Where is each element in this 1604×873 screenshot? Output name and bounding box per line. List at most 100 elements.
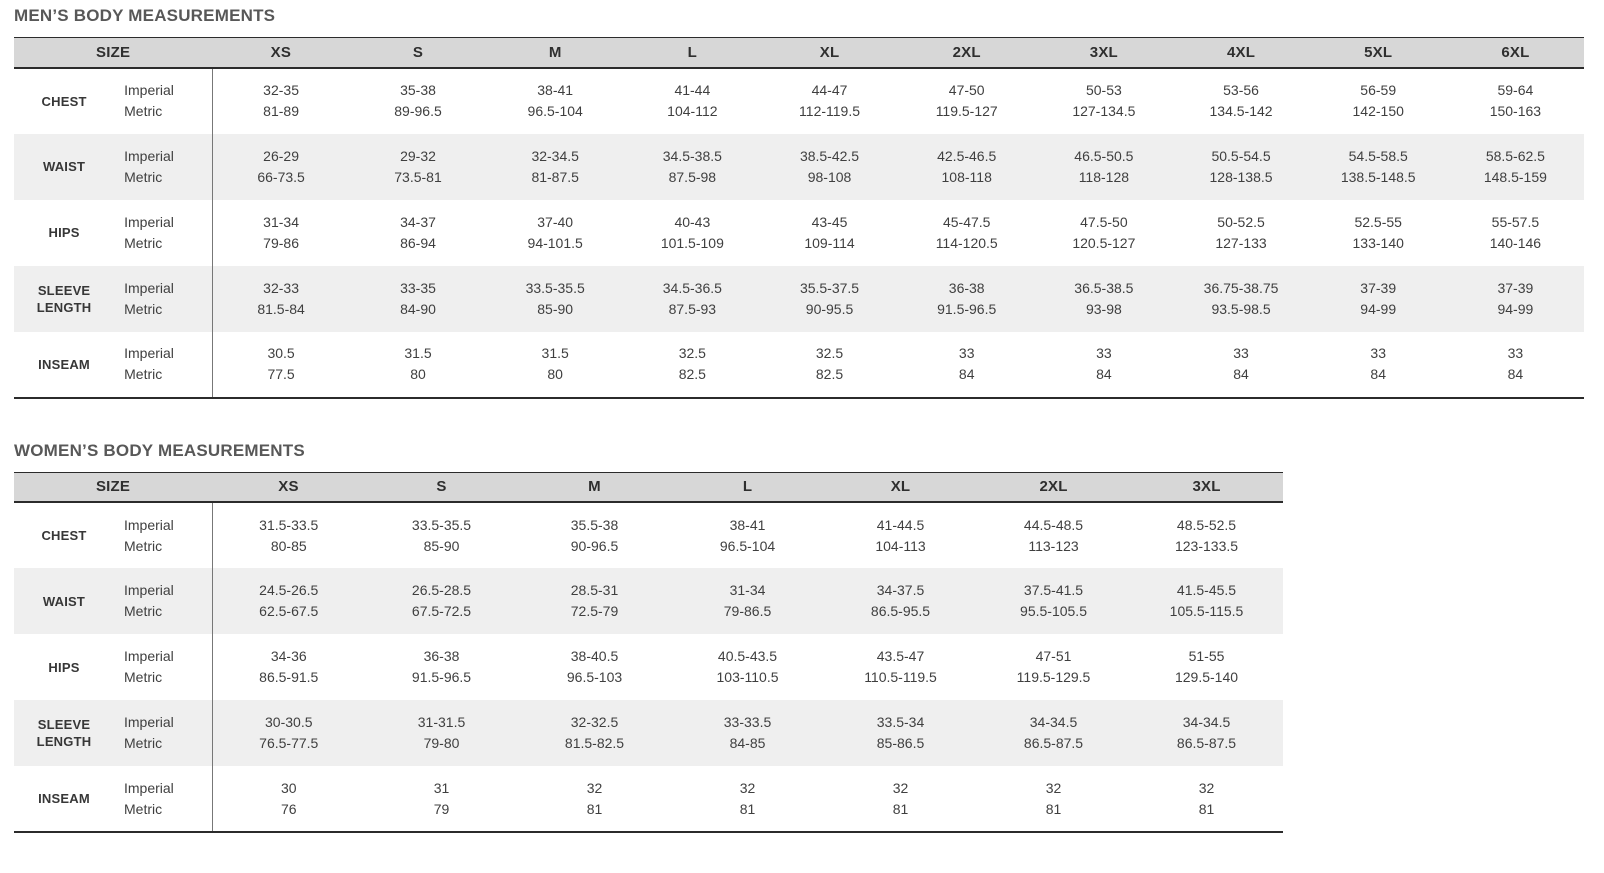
metric-value: 86.5-87.5 — [1023, 735, 1084, 751]
imperial-value: 26-29 — [263, 147, 299, 164]
imperial-value: 46.5-50.5 — [1074, 147, 1134, 164]
imperial-value: 43.5-47 — [876, 648, 925, 664]
metric-value: 138.5-148.5 — [1340, 168, 1416, 185]
imperial-value: 32.5 — [678, 345, 706, 361]
imperial-value: 33.5-34 — [876, 714, 925, 730]
value-cell-chest-4xl: 53-56 134.5-142 — [1172, 68, 1309, 134]
metric-value: 85-90 — [423, 537, 460, 554]
metric-value: 84 — [1096, 366, 1112, 382]
metric-value: 94-99 — [1497, 300, 1534, 317]
value-cell-waist-xs: 24.5-26.5 62.5-67.5 — [212, 568, 365, 634]
value-cell-inseam-l: 32.5 82.5 — [624, 332, 761, 398]
size-header-3xl: 3XL — [1192, 478, 1221, 496]
value-cell-sleeve-length-xs: 32-33 81.5-84 — [212, 266, 349, 332]
imperial-value: 35.5-37.5 — [799, 279, 860, 296]
value-cell-sleeve-length-3xl: 34-34.5 86.5-87.5 — [1130, 700, 1283, 766]
imperial-value: 35.5-38 — [570, 516, 619, 533]
metric-value: 104-113 — [875, 537, 926, 554]
table-row-sleeve-length: SLEEVE LENGTH Imperial Metric 30-30.5 76.5-7… — [14, 700, 1284, 766]
value-cell-inseam-xs: 30 76 — [212, 766, 365, 832]
size-header-s: S — [436, 478, 447, 496]
metric-value: 84-90 — [400, 300, 436, 317]
unit-imperial-label: Imperial — [124, 714, 174, 730]
value-cell-inseam-s: 31 79 — [365, 766, 518, 832]
unit-imperial-label: Imperial — [124, 213, 174, 230]
size-header-6xl: 6XL — [1501, 43, 1530, 61]
metric-value: 112-119.5 — [799, 103, 861, 119]
imperial-value: 31-31.5 — [417, 714, 466, 730]
value-cell-sleeve-length-3xl: 36.5-38.5 93-98 — [1035, 266, 1172, 332]
imperial-value: 32 — [739, 779, 756, 796]
measurement-label-inseam: INSEAM — [38, 356, 90, 372]
imperial-value: 24.5-26.5 — [259, 582, 319, 598]
measurement-label-waist: WAIST — [42, 593, 86, 609]
value-cell-inseam-l: 32 81 — [671, 766, 824, 832]
value-cell-hips-xl: 43.5-47 110.5-119.5 — [824, 634, 977, 700]
metric-value: 96.5-104 — [527, 103, 583, 119]
imperial-value: 31.5-33.5 — [259, 516, 319, 533]
unit-imperial-label: Imperial — [124, 345, 174, 361]
size-header-xl: XL — [890, 478, 911, 496]
value-cell-inseam-xs: 30.5 77.5 — [212, 332, 349, 398]
metric-value: 114-120.5 — [935, 234, 998, 251]
unit-imperial-label: Imperial — [124, 279, 174, 296]
imperial-value: 34-36 — [270, 648, 307, 664]
metric-value: 79-86 — [263, 234, 299, 251]
metric-value: 84-85 — [729, 735, 766, 751]
imperial-value: 33.5-35.5 — [411, 516, 472, 533]
imperial-value: 47-51 — [1035, 648, 1072, 664]
metric-value: 120.5-127 — [1072, 234, 1136, 251]
value-cell-inseam-5xl: 33 84 — [1310, 332, 1447, 398]
value-cell-waist-3xl: 46.5-50.5 118-128 — [1035, 134, 1172, 200]
imperial-value: 51-55 — [1188, 648, 1225, 664]
metric-value: 84 — [958, 366, 975, 382]
value-cell-inseam-4xl: 33 84 — [1172, 332, 1309, 398]
unit-labels-cell: Imperial Metric — [114, 634, 213, 700]
metric-value: 89-96.5 — [394, 103, 442, 119]
metric-value: 79 — [433, 800, 450, 817]
value-cell-chest-6xl: 59-64 150-163 — [1447, 68, 1584, 134]
imperial-value: 37-39 — [1360, 279, 1397, 296]
metric-value: 113-123 — [1028, 537, 1079, 554]
value-cell-hips-l: 40.5-43.5 103-110.5 — [671, 634, 824, 700]
size-header-4xl: 4XL — [1226, 43, 1256, 61]
metric-value: 150-163 — [1489, 103, 1542, 119]
value-cell-chest-xl: 44-47 112-119.5 — [761, 68, 898, 134]
value-cell-sleeve-length-m: 33.5-35.5 85-90 — [487, 266, 624, 332]
imperial-value: 40.5-43.5 — [717, 648, 778, 664]
table-row-waist: WAIST Imperial Metric 26-29 66-73.5 29-32 73.5… — [14, 133, 1584, 200]
womens-size-chart-section: WOMEN’S BODY MEASUREMENTS SIZE XS S M L XL 2XL… — [14, 441, 1590, 833]
mens-chart-title: MEN’S BODY MEASUREMENTS — [14, 6, 276, 25]
metric-value: 119.5-129.5 — [1016, 669, 1091, 685]
imperial-value: 45-47.5 — [942, 213, 991, 230]
value-cell-chest-m: 35.5-38 90-96.5 — [518, 502, 671, 568]
value-cell-hips-m: 37-40 94-101.5 — [487, 200, 624, 266]
unit-labels-cell: Imperial Metric — [114, 766, 213, 832]
metric-value: 86.5-87.5 — [1176, 735, 1237, 751]
imperial-value: 31.5 — [541, 345, 569, 361]
value-cell-sleeve-length-xl: 33.5-34 85-86.5 — [824, 700, 977, 766]
imperial-value: 47.5-50 — [1080, 213, 1128, 230]
imperial-value: 41-44.5 — [876, 516, 925, 533]
imperial-value: 59-64 — [1497, 82, 1534, 98]
size-column-header: SIZE — [95, 478, 131, 496]
imperial-value: 48.5-52.5 — [1176, 516, 1237, 533]
value-cell-sleeve-length-4xl: 36.75-38.75 93.5-98.5 — [1172, 266, 1309, 332]
size-header-2xl: 2XL — [1039, 478, 1068, 496]
metric-value: 86-94 — [400, 234, 436, 251]
metric-value: 66-73.5 — [257, 168, 305, 185]
unit-labels-cell: Imperial Metric — [114, 568, 213, 634]
metric-value: 67.5-72.5 — [411, 603, 472, 619]
metric-value: 127-133 — [1215, 234, 1267, 251]
value-cell-inseam-m: 31.5 80 — [487, 332, 624, 398]
value-cell-inseam-s: 31.5 80 — [349, 332, 486, 398]
value-cell-inseam-6xl: 33 84 — [1447, 332, 1584, 398]
unit-labels-cell: Imperial Metric — [114, 502, 213, 568]
header-row: SIZE XS S M L XL 2XL 3XL 4XL 5XL 6XL — [14, 37, 1584, 68]
imperial-value: 33-33.5 — [723, 714, 772, 730]
metric-value: 133-140 — [1352, 234, 1404, 251]
imperial-value: 28.5-31 — [570, 582, 619, 598]
value-cell-hips-4xl: 50-52.5 127-133 — [1172, 200, 1309, 266]
imperial-value: 34-34.5 — [1182, 714, 1231, 730]
imperial-value: 30 — [280, 779, 297, 796]
